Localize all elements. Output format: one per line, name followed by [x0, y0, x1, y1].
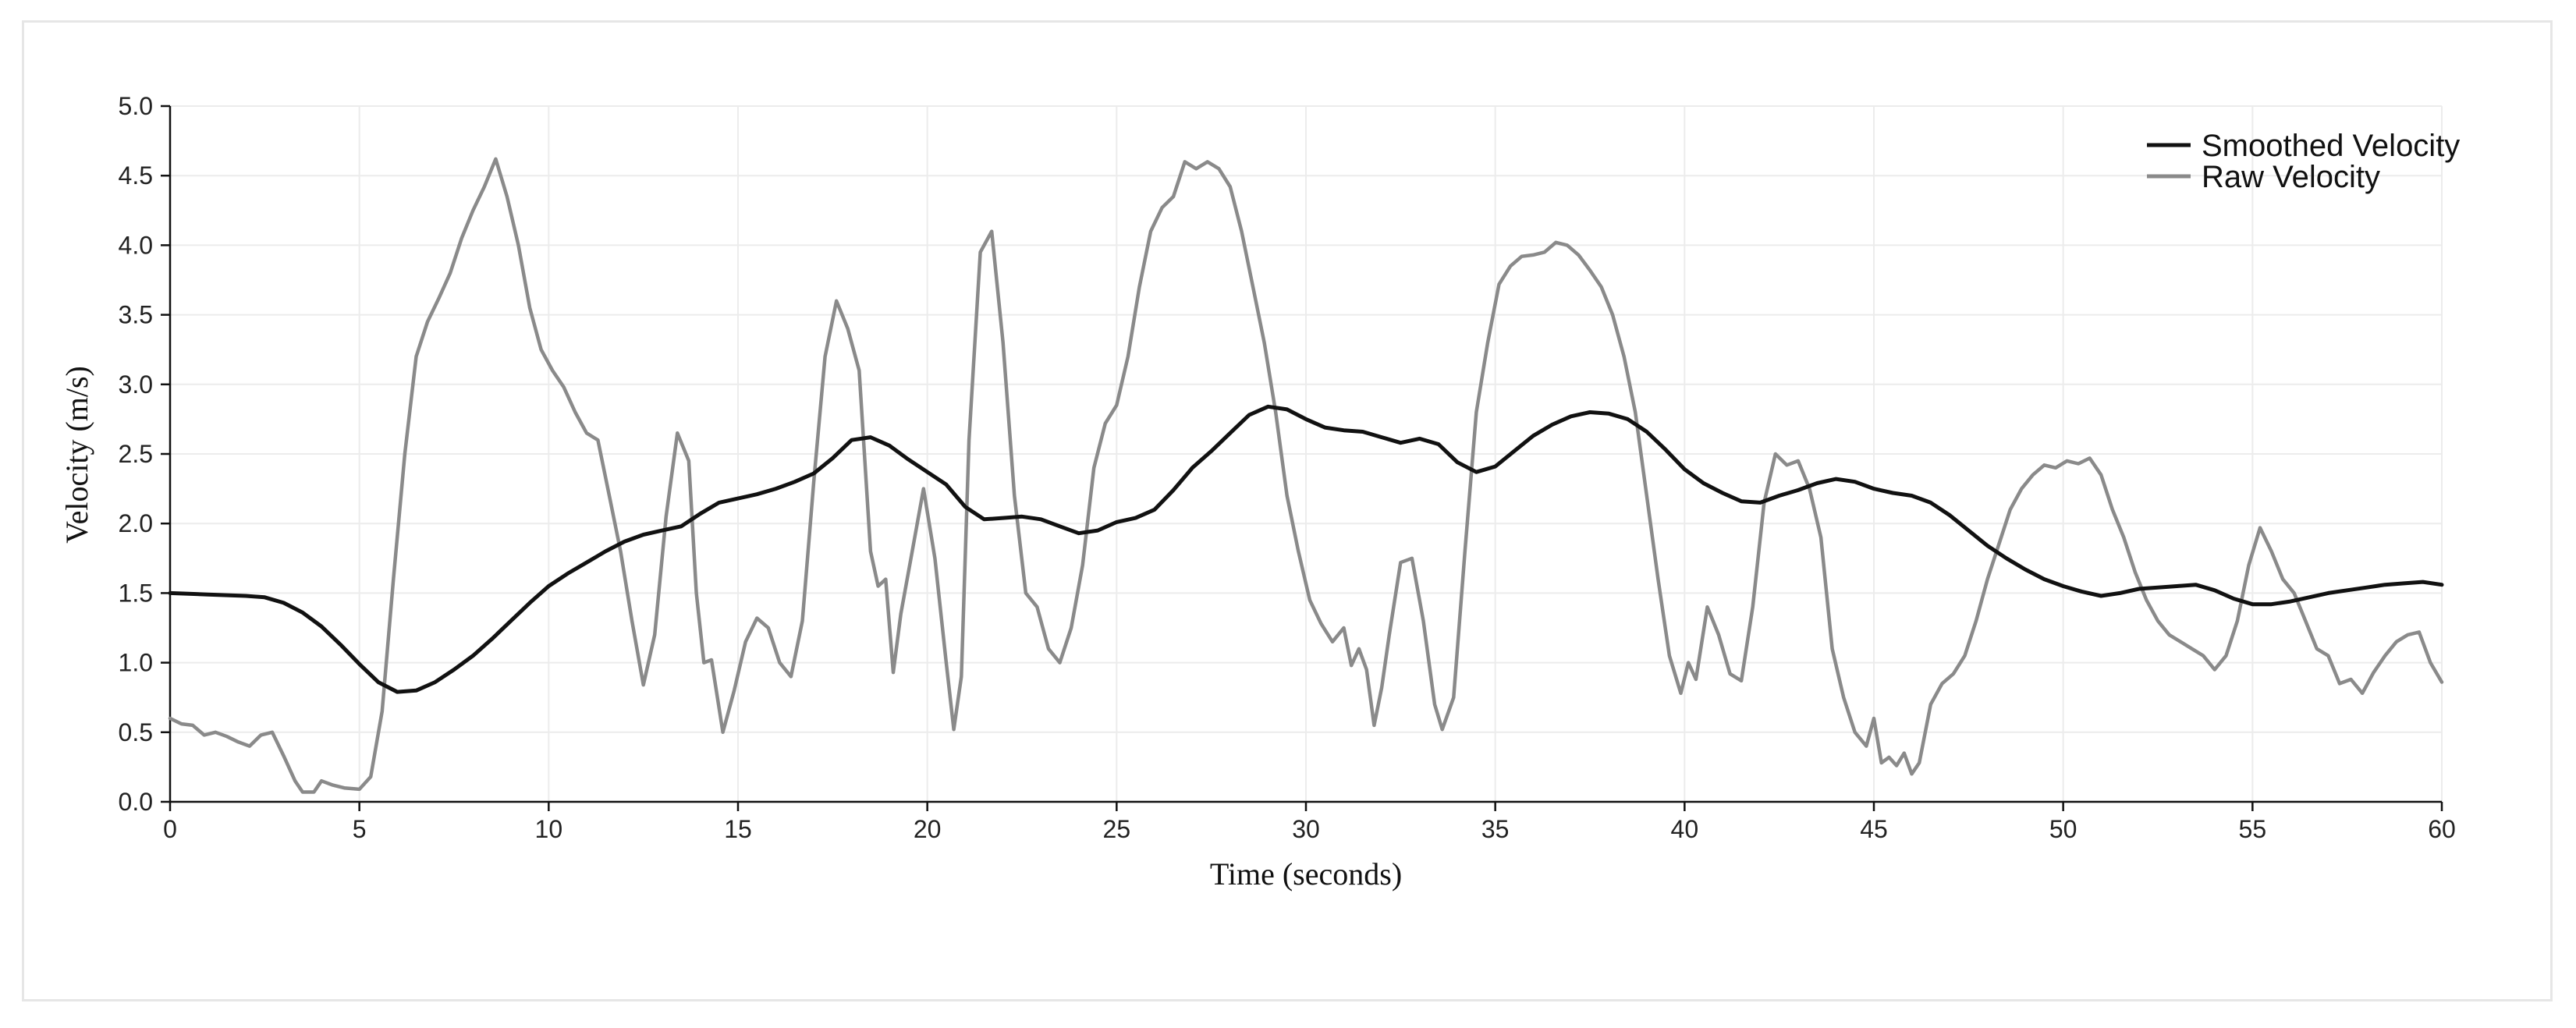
y-tick-label: 2.0	[119, 509, 153, 537]
y-tick-label: 0.5	[119, 718, 153, 746]
legend-label: Smoothed Velocity	[2202, 129, 2460, 163]
x-tick-label: 20	[914, 815, 942, 843]
y-tick-label: 0.0	[119, 788, 153, 816]
raw-velocity-line	[168, 157, 2444, 794]
x-tick-label: 55	[2239, 815, 2267, 843]
series-raw-velocity	[168, 157, 2444, 794]
y-axis-title: Velocity (m/s)	[59, 366, 94, 544]
x-tick-label: 50	[2049, 815, 2077, 843]
x-tick-label: 5	[353, 815, 367, 843]
series-layer	[168, 157, 2444, 794]
x-tick-label: 30	[1292, 815, 1320, 843]
x-tick-label: 35	[1481, 815, 1510, 843]
x-axis-title: Time (seconds)	[1210, 856, 1402, 892]
axes: 0 5 10 15 20 25 30 35 40 45 50 55 60 0.0 0.5 1.0 1.5 2.0 2…	[119, 92, 2456, 843]
y-tick-label: 1.5	[119, 579, 153, 607]
y-tick-label: 3.5	[119, 301, 153, 329]
y-tick-label: 4.5	[119, 161, 153, 190]
smoothed-velocity-line	[168, 404, 2444, 694]
x-tick-label: 60	[2428, 815, 2456, 843]
y-tick-label: 3.0	[119, 370, 153, 399]
x-tick-label: 40	[1671, 815, 1699, 843]
y-tick-label: 2.5	[119, 440, 153, 468]
x-tick-label: 45	[1860, 815, 1888, 843]
y-tick-label: 1.0	[119, 649, 153, 677]
y-tick-label: 5.0	[119, 92, 153, 120]
chart-frame	[22, 20, 2553, 1001]
legend-label: Raw Velocity	[2202, 160, 2380, 194]
series-smoothed-velocity	[168, 404, 2444, 694]
x-tick-label: 25	[1103, 815, 1131, 843]
y-tick-label: 4.0	[119, 231, 153, 259]
x-tick-label: 0	[163, 815, 177, 843]
x-tick-label: 10	[535, 815, 563, 843]
x-tick-label: 15	[724, 815, 752, 843]
